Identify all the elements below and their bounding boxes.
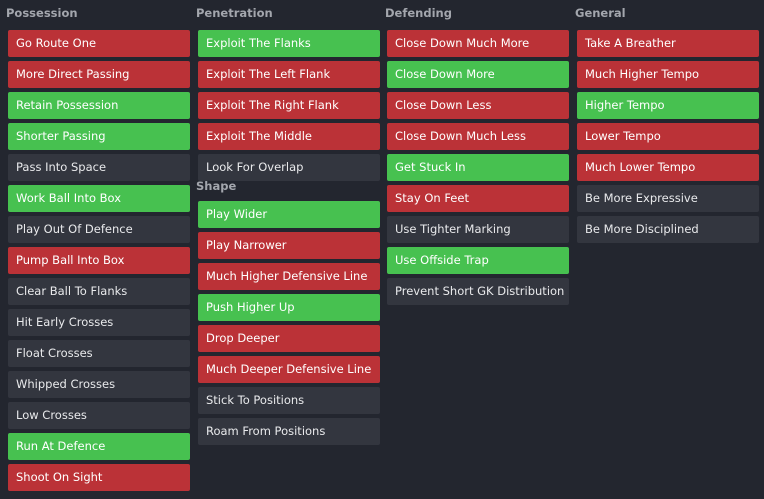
instruction-button-much-higher-defensive-line[interactable]: Much Higher Defensive Line — [198, 263, 380, 290]
instruction-button-be-more-expressive[interactable]: Be More Expressive — [577, 185, 759, 212]
instruction-button-push-higher-up[interactable]: Push Higher Up — [198, 294, 380, 321]
instruction-button-work-ball-into-box[interactable]: Work Ball Into Box — [8, 185, 190, 212]
instruction-button-stick-to-positions[interactable]: Stick To Positions — [198, 387, 380, 414]
instruction-button-play-narrower[interactable]: Play Narrower — [198, 232, 380, 259]
instruction-button-exploit-the-middle[interactable]: Exploit The Middle — [198, 123, 380, 150]
instruction-button-clear-ball-to-flanks[interactable]: Clear Ball To Flanks — [8, 278, 190, 305]
instruction-button-go-route-one[interactable]: Go Route One — [8, 30, 190, 57]
instruction-button-much-deeper-defensive-line[interactable]: Much Deeper Defensive Line — [198, 356, 380, 383]
instruction-button-low-crosses[interactable]: Low Crosses — [8, 402, 190, 429]
instruction-button-lower-tempo[interactable]: Lower Tempo — [577, 123, 759, 150]
instruction-button-exploit-the-left-flank[interactable]: Exploit The Left Flank — [198, 61, 380, 88]
instruction-button-drop-deeper[interactable]: Drop Deeper — [198, 325, 380, 352]
instruction-button-roam-from-positions[interactable]: Roam From Positions — [198, 418, 380, 445]
section-header-shape: Shape — [196, 179, 237, 193]
instruction-button-higher-tempo[interactable]: Higher Tempo — [577, 92, 759, 119]
instruction-button-be-more-disciplined[interactable]: Be More Disciplined — [577, 216, 759, 243]
instruction-button-whipped-crosses[interactable]: Whipped Crosses — [8, 371, 190, 398]
instruction-button-look-for-overlap[interactable]: Look For Overlap — [198, 154, 380, 181]
instruction-button-pass-into-space[interactable]: Pass Into Space — [8, 154, 190, 181]
instruction-button-shoot-on-sight[interactable]: Shoot On Sight — [8, 464, 190, 491]
instruction-button-get-stuck-in[interactable]: Get Stuck In — [387, 154, 569, 181]
instruction-button-run-at-defence[interactable]: Run At Defence — [8, 433, 190, 460]
instruction-button-play-wider[interactable]: Play Wider — [198, 201, 380, 228]
column-header-defending: Defending — [385, 6, 452, 20]
instruction-button-close-down-much-more[interactable]: Close Down Much More — [387, 30, 569, 57]
instruction-button-retain-possession[interactable]: Retain Possession — [8, 92, 190, 119]
instruction-button-exploit-the-right-flank[interactable]: Exploit The Right Flank — [198, 92, 380, 119]
instruction-button-play-out-of-defence[interactable]: Play Out Of Defence — [8, 216, 190, 243]
instruction-button-take-a-breather[interactable]: Take A Breather — [577, 30, 759, 57]
column-header-general: General — [575, 6, 626, 20]
instruction-button-much-lower-tempo[interactable]: Much Lower Tempo — [577, 154, 759, 181]
instruction-button-pump-ball-into-box[interactable]: Pump Ball Into Box — [8, 247, 190, 274]
column-header-penetration: Penetration — [196, 6, 273, 20]
instruction-button-close-down-less[interactable]: Close Down Less — [387, 92, 569, 119]
instruction-button-prevent-short-gk-distribution[interactable]: Prevent Short GK Distribution — [387, 278, 569, 305]
instruction-button-close-down-more[interactable]: Close Down More — [387, 61, 569, 88]
instruction-button-use-tighter-marking[interactable]: Use Tighter Marking — [387, 216, 569, 243]
instruction-button-float-crosses[interactable]: Float Crosses — [8, 340, 190, 367]
instruction-button-more-direct-passing[interactable]: More Direct Passing — [8, 61, 190, 88]
instruction-button-shorter-passing[interactable]: Shorter Passing — [8, 123, 190, 150]
instruction-button-close-down-much-less[interactable]: Close Down Much Less — [387, 123, 569, 150]
instruction-button-stay-on-feet[interactable]: Stay On Feet — [387, 185, 569, 212]
instruction-button-use-offside-trap[interactable]: Use Offside Trap — [387, 247, 569, 274]
instruction-button-much-higher-tempo[interactable]: Much Higher Tempo — [577, 61, 759, 88]
instruction-button-exploit-the-flanks[interactable]: Exploit The Flanks — [198, 30, 380, 57]
instruction-button-hit-early-crosses[interactable]: Hit Early Crosses — [8, 309, 190, 336]
column-header-possession: Possession — [6, 6, 78, 20]
